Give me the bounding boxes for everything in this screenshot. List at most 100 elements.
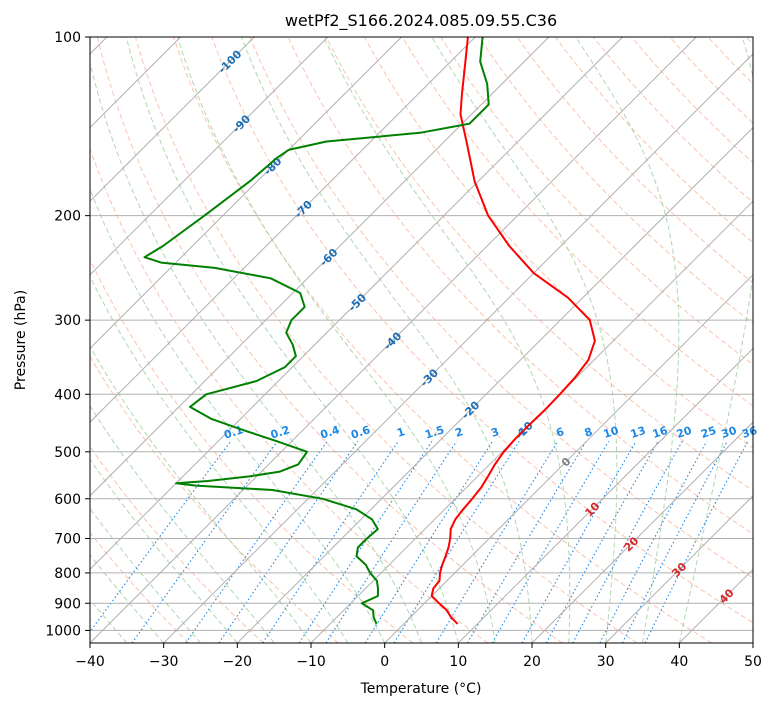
y-axis: 100 200 300 400 500 600 700 800 900 1000 <box>45 30 90 639</box>
mixing-ratio-label: 0.2 <box>269 423 292 441</box>
mixing-ratio-label: 13 <box>629 424 648 441</box>
mixing-ratio-line <box>521 441 637 643</box>
isotherm-line <box>90 37 623 571</box>
mixing-ratio-line <box>435 441 559 643</box>
y-tick-label: 400 <box>54 387 81 403</box>
dry-adiabat <box>592 37 753 204</box>
x-tick-label: 30 <box>597 654 615 670</box>
isotherm-line <box>90 37 255 202</box>
y-axis-label: Pressure (hPa) <box>13 290 29 390</box>
isotherm-line <box>163 53 753 643</box>
mixing-ratio-line <box>644 441 749 643</box>
isotherm-label: -100 <box>216 47 245 76</box>
x-tick-label: −40 <box>75 654 105 670</box>
moist-adiabat <box>90 61 422 643</box>
temperature-profile <box>430 37 596 625</box>
mixing-ratio-line <box>185 440 328 643</box>
background-lines <box>90 37 753 643</box>
moist-adiabat <box>323 37 571 643</box>
dry-adiabat <box>363 37 753 449</box>
mixing-ratio-label: 3 <box>489 425 500 440</box>
mixing-ratio-label: 20 <box>675 424 694 441</box>
isotherm-line <box>90 37 402 350</box>
mixing-ratio-label: 0.6 <box>349 423 372 441</box>
dry-adiabat <box>90 445 264 643</box>
isotherm-line <box>457 347 753 643</box>
moist-adiabat <box>90 405 275 643</box>
y-tick-label: 700 <box>54 532 81 548</box>
dry-adiabat <box>211 37 753 624</box>
isotherm-line <box>90 37 697 643</box>
y-tick-label: 300 <box>54 313 81 329</box>
moist-adiabat <box>125 37 459 643</box>
mixing-ratio-label: 30 <box>720 424 739 441</box>
dry-adiabat <box>173 37 712 643</box>
x-tick-label: 10 <box>449 654 467 670</box>
isotherm-label: -80 <box>261 155 284 178</box>
dry-adiabat <box>669 37 753 124</box>
isotherm-line <box>605 495 753 643</box>
moist-adiabat <box>90 507 201 643</box>
y-tick-label: 200 <box>54 209 81 225</box>
dry-adiabat <box>707 37 753 85</box>
y-tick-label: 500 <box>54 445 81 461</box>
isotherm-label: -90 <box>230 112 253 135</box>
mixing-ratio-line <box>491 441 610 643</box>
mixing-ratio-label: 1.5 <box>423 423 446 441</box>
moist-adiabat <box>90 458 238 643</box>
dry-adiabat <box>90 355 339 643</box>
x-tick-label: −30 <box>149 654 179 670</box>
moist-adiabat <box>177 37 496 643</box>
y-tick-label: 600 <box>54 492 81 508</box>
dry-adiabat <box>478 37 753 325</box>
dry-adiabat <box>249 37 753 579</box>
isotherm-label: 0 <box>559 455 574 470</box>
profile-lines <box>143 37 596 625</box>
isotherm-line <box>90 37 329 276</box>
dry-adiabat <box>440 37 753 366</box>
chart-title: wetPf2_S166.2024.085.09.55.C36 <box>285 11 557 31</box>
mixing-ratio-label: 2 <box>453 425 464 440</box>
isotherm-label: 10 <box>582 499 602 519</box>
y-tick-label: 900 <box>54 596 81 612</box>
isotherm-line <box>384 274 753 643</box>
x-axis-label: Temperature (°C) <box>360 681 482 697</box>
dry-adiabat <box>90 531 190 643</box>
moist-adiabat <box>678 37 753 643</box>
dry-adiabat <box>745 37 753 45</box>
dry-adiabat <box>90 258 414 643</box>
isotherm-label: -50 <box>346 291 369 314</box>
mixing-ratio-line <box>262 440 399 643</box>
plot-frame <box>89 36 754 644</box>
dry-adiabat <box>402 37 753 407</box>
moist-adiabat <box>431 37 618 643</box>
mixing-ratio-line <box>325 440 458 643</box>
y-tick-label: 800 <box>54 566 81 582</box>
moist-adiabat <box>241 37 533 643</box>
mixing-ratio-line <box>572 441 683 643</box>
x-tick-label: 50 <box>744 654 762 670</box>
isotherm-line <box>752 642 753 643</box>
x-tick-label: −10 <box>296 654 326 670</box>
isotherm-line <box>236 126 753 643</box>
x-tick-label: 20 <box>523 654 541 670</box>
mixing-ratio-line <box>90 440 232 633</box>
mixing-ratio-label: 16 <box>651 424 670 441</box>
mixing-ratio-line <box>545 441 659 643</box>
isotherm-label: -40 <box>381 329 404 352</box>
mixing-ratio-line <box>298 440 433 643</box>
mixing-ratio-label: 36 <box>740 424 759 441</box>
mixing-ratio-line <box>599 441 708 643</box>
mixing-ratio-label: 8 <box>583 425 594 440</box>
y-tick-label: 100 <box>54 30 81 46</box>
mixing-ratio-line <box>393 441 520 643</box>
dry-adiabat <box>516 37 753 284</box>
dry-adiabat <box>134 37 638 643</box>
dry-adiabat <box>96 37 563 643</box>
mixing-ratio-line <box>131 440 278 643</box>
mixing-ratio-labels: 0.1 0.2 0.4 0.6 1 1.5 2 3 4 6 8 10 13 16 20 25 30 36 <box>222 423 759 441</box>
moist-adiabat <box>575 37 680 643</box>
mixing-ratio-label: 6 <box>554 425 566 440</box>
isotherm-line <box>310 200 753 643</box>
